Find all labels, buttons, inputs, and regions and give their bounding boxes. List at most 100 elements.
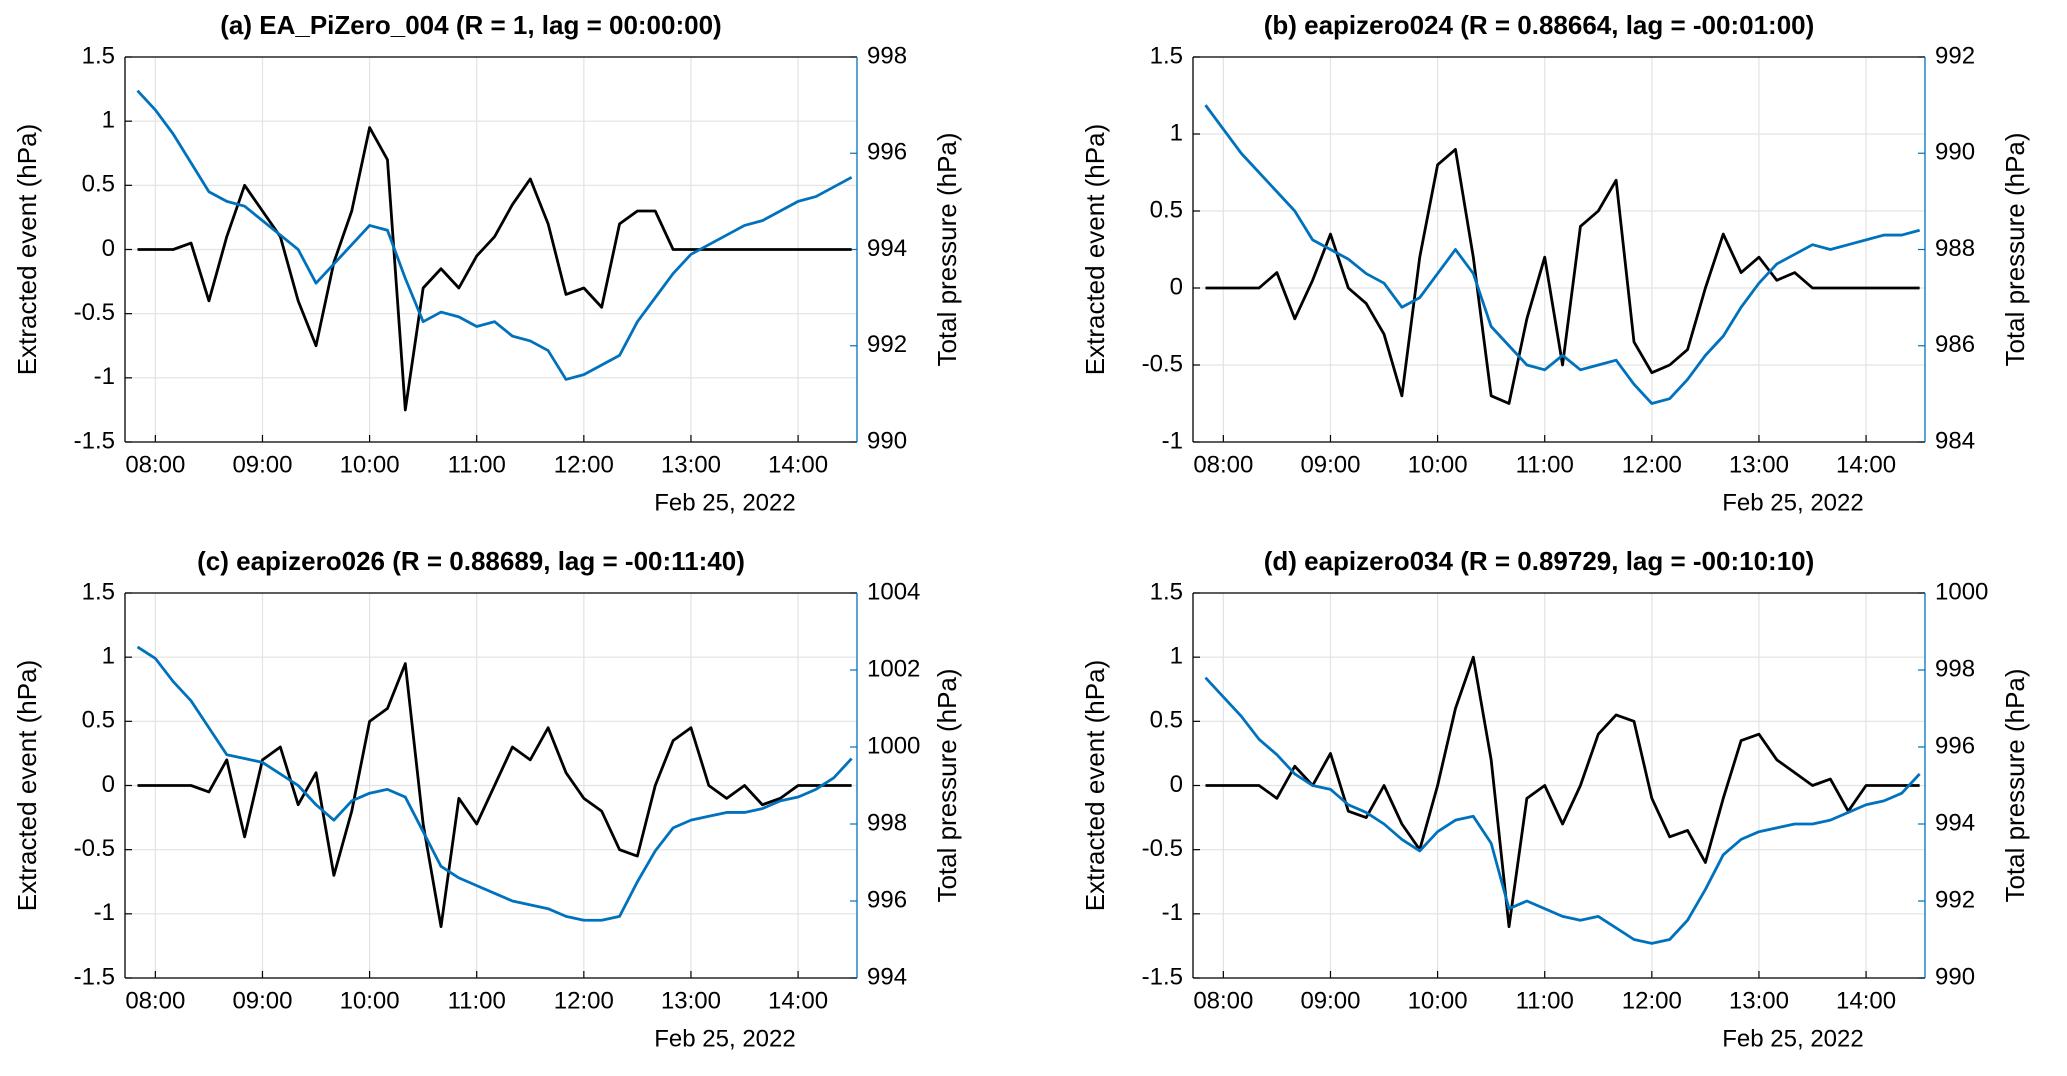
- y-tick-label: 0.5: [1150, 196, 1183, 223]
- x-tick-label: 12:00: [554, 987, 614, 1014]
- y-tick-label: -1: [1162, 427, 1183, 454]
- x-axis-label: Feb 25, 2022: [654, 489, 795, 516]
- y-tick-label: -0.5: [74, 299, 115, 326]
- chart-title: (c) eapizero026 (R = 0.88689, lag = -00:…: [197, 546, 745, 576]
- x-tick-label: 10:00: [340, 987, 400, 1014]
- series-line: [1204, 676, 1921, 945]
- x-tick-label: 12:00: [1622, 451, 1682, 478]
- y-tick-label: 0: [102, 235, 115, 262]
- y-axis-label: Extracted event (hPa): [1080, 124, 1110, 375]
- series-line: [1204, 104, 1921, 405]
- x-tick-label: 08:00: [125, 987, 185, 1014]
- y2-tick-label: 992: [1935, 42, 1975, 69]
- x-tick-label: 13:00: [1729, 987, 1789, 1014]
- y-tick-label: -0.5: [1142, 350, 1183, 377]
- y-tick-label: -0.5: [1142, 835, 1183, 862]
- series-line: [1205, 655, 1920, 929]
- y2-axis-label: Total pressure (hPa): [2000, 668, 2030, 902]
- y2-tick-label: 994: [867, 963, 907, 990]
- y-axis-label: Extracted event (hPa): [12, 124, 42, 375]
- x-tick-label: 12:00: [1622, 987, 1682, 1014]
- y2-axis-label: Total pressure (hPa): [932, 132, 962, 366]
- x-axis-label: Feb 25, 2022: [654, 1025, 795, 1052]
- y2-tick-label: 1004: [867, 578, 920, 605]
- x-tick-label: 08:00: [1193, 451, 1253, 478]
- y-tick-label: 0.5: [1150, 707, 1183, 734]
- series-line: [136, 645, 853, 922]
- y-tick-label: 0.5: [82, 171, 115, 198]
- y-tick-label: 0.5: [82, 707, 115, 734]
- y-tick-label: -0.5: [74, 835, 115, 862]
- series-line: [137, 126, 852, 412]
- x-axis-label: Feb 25, 2022: [1722, 489, 1863, 516]
- y2-tick-label: 996: [867, 886, 907, 913]
- x-tick-label: 11:00: [448, 987, 506, 1014]
- y2-tick-label: 1000: [1935, 578, 1988, 605]
- series-line: [137, 662, 852, 929]
- y-tick-label: 1.5: [82, 578, 115, 605]
- y2-tick-label: 994: [1935, 809, 1975, 836]
- x-tick-label: 11:00: [448, 451, 506, 478]
- x-tick-label: 10:00: [1408, 451, 1468, 478]
- x-tick-label: 13:00: [661, 987, 721, 1014]
- chart-title: (b) eapizero024 (R = 0.88664, lag = -00:…: [1264, 10, 1815, 40]
- x-tick-label: 09:00: [1300, 451, 1360, 478]
- y-tick-label: 0: [1170, 771, 1183, 798]
- y2-tick-label: 998: [867, 42, 907, 69]
- x-tick-label: 14:00: [768, 451, 828, 478]
- x-tick-label: 09:00: [232, 451, 292, 478]
- series-line: [136, 89, 853, 381]
- y-tick-label: 1.5: [82, 42, 115, 69]
- y-tick-label: 0: [1170, 273, 1183, 300]
- x-tick-label: 13:00: [1729, 451, 1789, 478]
- x-axis-label: Feb 25, 2022: [1722, 1025, 1863, 1052]
- x-tick-label: 08:00: [1193, 987, 1253, 1014]
- y-tick-label: 0: [102, 771, 115, 798]
- chart-panel: 08:00 09:00 10:00 11:00 12:00 13:00 14:00 -1 -0.…: [1080, 10, 2030, 516]
- x-tick-label: 14:00: [768, 987, 828, 1014]
- y2-tick-label: 988: [1935, 235, 1975, 262]
- y2-tick-label: 990: [1935, 139, 1975, 166]
- x-tick-label: 10:00: [340, 451, 400, 478]
- y-tick-label: -1.5: [74, 963, 115, 990]
- y-tick-label: 1: [1170, 643, 1183, 670]
- chart-panel: 08:00 09:00 10:00 11:00 12:00 13:00 14:00 -1.5 -…: [12, 10, 962, 516]
- y-axis-label: Extracted event (hPa): [1080, 660, 1110, 911]
- y-tick-label: -1: [94, 899, 115, 926]
- chart-panel: 08:00 09:00 10:00 11:00 12:00 13:00 14:00 -1.5 -…: [12, 546, 962, 1052]
- y-tick-label: -1: [1162, 899, 1183, 926]
- x-tick-label: 09:00: [232, 987, 292, 1014]
- y-tick-label: 1.5: [1150, 42, 1183, 69]
- y-tick-label: -1: [94, 363, 115, 390]
- y-tick-label: -1.5: [1142, 963, 1183, 990]
- y2-tick-label: 992: [867, 331, 907, 358]
- y-tick-label: -1.5: [74, 427, 115, 454]
- y2-tick-label: 994: [867, 235, 907, 262]
- y2-tick-label: 1002: [867, 655, 920, 682]
- y2-tick-label: 986: [1935, 331, 1975, 358]
- y2-tick-label: 998: [1935, 655, 1975, 682]
- y-tick-label: 1.5: [1150, 578, 1183, 605]
- x-tick-label: 08:00: [125, 451, 185, 478]
- chart-title: (d) eapizero034 (R = 0.89729, lag = -00:…: [1264, 546, 1815, 576]
- x-tick-label: 10:00: [1408, 987, 1468, 1014]
- x-tick-label: 09:00: [1300, 987, 1360, 1014]
- series-line: [1205, 148, 1920, 405]
- y2-tick-label: 1000: [867, 732, 920, 759]
- chart-title: (a) EA_PiZero_004 (R = 1, lag = 00:00:00…: [220, 10, 721, 40]
- y2-tick-label: 996: [1935, 732, 1975, 759]
- y2-tick-label: 998: [867, 809, 907, 836]
- x-tick-label: 14:00: [1836, 987, 1896, 1014]
- x-tick-label: 13:00: [661, 451, 721, 478]
- y-tick-label: 1: [102, 643, 115, 670]
- x-tick-label: 14:00: [1836, 451, 1896, 478]
- y2-tick-label: 990: [867, 427, 907, 454]
- y-axis-label: Extracted event (hPa): [12, 660, 42, 911]
- y2-tick-label: 984: [1935, 427, 1975, 454]
- y-tick-label: 1: [1170, 119, 1183, 146]
- y2-axis-label: Total pressure (hPa): [2000, 132, 2030, 366]
- chart-panel: 08:00 09:00 10:00 11:00 12:00 13:00 14:00 -1.5 -…: [1080, 546, 2030, 1052]
- y2-tick-label: 992: [1935, 886, 1975, 913]
- y-tick-label: 1: [102, 107, 115, 134]
